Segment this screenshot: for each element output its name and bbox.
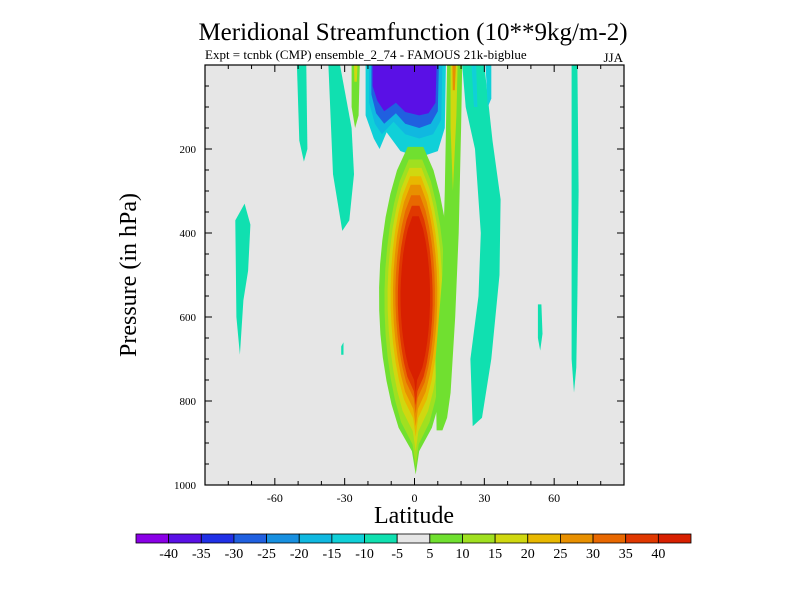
- y-tick-label: 200: [180, 144, 197, 156]
- colorbar-label: 5: [426, 547, 433, 562]
- colorbar-label: -15: [323, 547, 342, 562]
- chart-subtitle: Expt = tcnbk (CMP) ensemble_2_74 - FAMOU…: [205, 47, 527, 62]
- season-label: JJA: [603, 50, 623, 65]
- colorbar-label: 35: [619, 547, 633, 562]
- y-tick-label: 1000: [174, 480, 197, 492]
- colorbar-swatch: [462, 533, 496, 544]
- chart-title: Meridional Streamfunction (10**9kg/m-2): [198, 19, 627, 46]
- colorbar-label: 25: [553, 547, 567, 562]
- pos-band-north-orange: [452, 65, 456, 91]
- plot-area: -60 -30 0 30 60 200 400 600 800 1000: [174, 64, 625, 505]
- colorbar-swatch: [135, 533, 170, 544]
- neg-band-north-1-core: [471, 65, 478, 107]
- colorbar-swatch: [364, 533, 398, 544]
- colorbar-swatch: [200, 533, 235, 544]
- neg-spot-north: [537, 304, 543, 351]
- colorbar-swatch: [625, 533, 659, 544]
- colorbar-label: -10: [355, 547, 374, 562]
- colorbar-label: -25: [257, 547, 276, 562]
- contour-fills: [235, 65, 579, 475]
- y-axis-label: Pressure (in hPa): [116, 193, 142, 357]
- neg-band-south-3: [235, 203, 251, 355]
- x-tick-label: -60: [267, 491, 283, 505]
- colorbar-label: 15: [488, 547, 502, 562]
- colorbar-swatch: [298, 533, 333, 544]
- colorbar-label: 20: [521, 547, 535, 562]
- neg-cell-core: [372, 65, 437, 116]
- axis-ticks: -60 -30 0 30 60 200 400 600 800 1000: [174, 65, 624, 505]
- colorbar-label: -5: [391, 547, 403, 562]
- pos-band-south-1: [351, 65, 360, 128]
- colorbar-label: -30: [225, 547, 244, 562]
- neg-band-north-2: [485, 65, 492, 107]
- neg-band-south-1: [296, 65, 308, 162]
- neg-spot: [341, 342, 344, 355]
- x-tick-label: 60: [548, 491, 560, 505]
- colorbar: -40 -35 -30 -25 -20 -15 -10 -5 5 10 15 20 25 30 35 40: [135, 533, 692, 562]
- neg-band-south-2: [328, 65, 354, 231]
- colorbar-label: -20: [290, 547, 309, 562]
- y-tick-label: 400: [180, 228, 197, 240]
- colorbar-swatch: [233, 533, 267, 544]
- x-tick-label: -30: [337, 491, 353, 505]
- x-tick-label: 0: [412, 491, 418, 505]
- colorbar-label: -40: [159, 547, 178, 562]
- colorbar-swatch: [168, 533, 202, 544]
- colorbar-swatch: [331, 533, 365, 544]
- y-tick-label: 600: [180, 312, 197, 324]
- colorbar-swatch: [429, 533, 463, 544]
- pos-band-south-1-core: [354, 65, 358, 82]
- colorbar-label: -35: [192, 547, 211, 562]
- colorbar-label: 40: [651, 547, 665, 562]
- colorbar-label: 10: [455, 547, 469, 562]
- pos-cell-40: [400, 216, 431, 393]
- colorbar-swatch: [396, 533, 431, 544]
- colorbar-swatch: [527, 533, 561, 544]
- x-axis-label: Latitude: [374, 503, 454, 529]
- colorbar-swatch: [266, 533, 300, 544]
- neg-band-north-3: [571, 65, 579, 393]
- pos-band-north-yellow: [450, 65, 458, 191]
- colorbar-swatch: [657, 533, 692, 544]
- colorbar-swatch: [560, 533, 594, 544]
- x-tick-label: 30: [478, 491, 490, 505]
- colorbar-label: 30: [586, 547, 600, 562]
- colorbar-swatch: [494, 533, 529, 544]
- y-tick-label: 800: [180, 396, 197, 408]
- colorbar-swatch: [592, 533, 627, 544]
- neg-band-north-1: [462, 65, 501, 427]
- pos-band-north: [435, 65, 463, 431]
